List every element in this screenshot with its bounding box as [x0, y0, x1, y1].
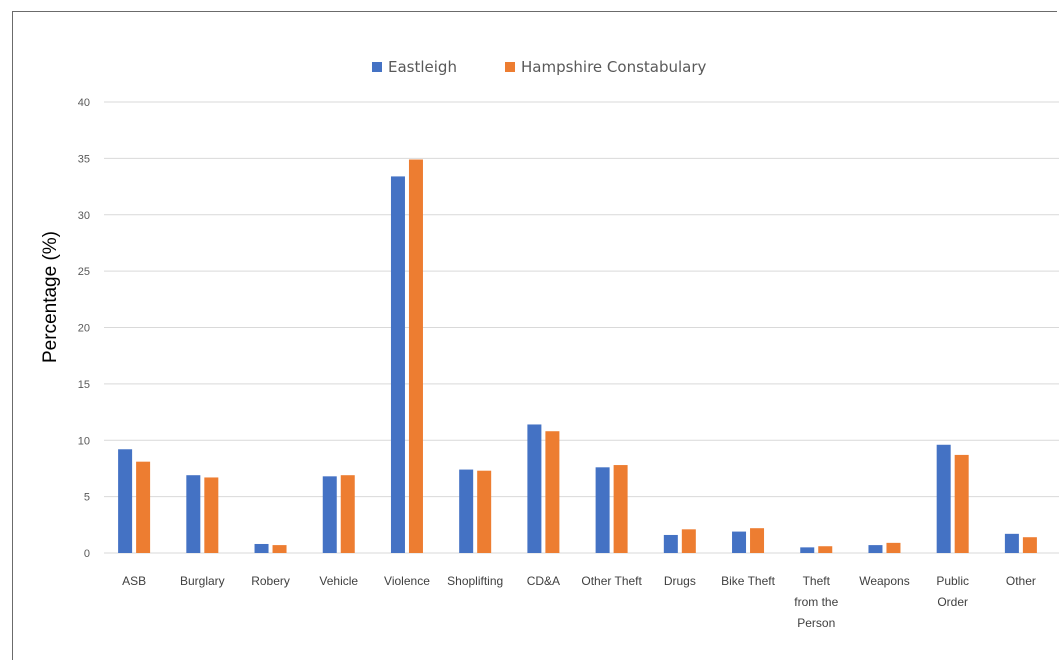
legend-swatch-eastleigh	[372, 62, 382, 72]
y-tick-label: 20	[78, 323, 90, 335]
bar-eastleigh	[322, 476, 337, 553]
bar-eastleigh	[800, 547, 815, 553]
y-tick-label: 10	[78, 435, 90, 447]
y-tick-label: 0	[84, 548, 90, 560]
bar-eastleigh	[459, 469, 474, 553]
bar-eastleigh	[663, 534, 678, 553]
x-tick-label: Public Order	[936, 574, 969, 609]
bar-hampshire-constabulary	[1022, 537, 1037, 553]
x-tick-label: Bike Theft	[721, 574, 775, 588]
bar-eastleigh	[868, 545, 883, 553]
bar-eastleigh	[595, 467, 610, 553]
y-tick-label: 35	[78, 153, 90, 165]
x-tick-label: Theft from the Person	[794, 574, 838, 630]
bar-eastleigh	[254, 543, 269, 553]
x-tick-label: Other	[1006, 574, 1036, 588]
chart-frame	[12, 11, 1057, 660]
y-axis-ticks: 0 5 10 15 20 25 30 35 40	[78, 97, 90, 560]
bar-hampshire-constabulary	[681, 529, 696, 553]
bar-eastleigh	[390, 176, 405, 554]
x-tick-label: Violence	[384, 574, 430, 588]
y-tick-label: 15	[78, 379, 90, 391]
x-tick-label: CD&A	[527, 574, 560, 588]
bars	[118, 159, 1037, 554]
bar-eastleigh	[1004, 533, 1019, 553]
legend-label-hampshire-constabulary: Hampshire Constabulary	[521, 58, 707, 76]
y-tick-label: 5	[84, 492, 90, 504]
bar-hampshire-constabulary	[408, 159, 423, 553]
bar-hampshire-constabulary	[886, 542, 901, 553]
x-tick-label: Vehicle	[319, 574, 358, 588]
bar-eastleigh	[936, 444, 951, 553]
bar-hampshire-constabulary	[818, 546, 833, 553]
x-tick-label: ASB	[122, 574, 146, 588]
legend: Eastleigh Hampshire Constabulary	[372, 58, 707, 76]
bar-eastleigh	[732, 531, 747, 553]
gridlines	[104, 101, 1059, 554]
legend-label-eastleigh: Eastleigh	[388, 58, 457, 76]
bar-eastleigh	[186, 475, 201, 553]
x-tick-label: Burglary	[180, 574, 225, 588]
bar-hampshire-constabulary	[136, 461, 151, 553]
bar-hampshire-constabulary	[545, 431, 560, 553]
y-tick-label: 25	[78, 266, 90, 278]
bar-hampshire-constabulary	[750, 528, 765, 553]
x-axis-ticks: ASB Burglary Robery Vehicle Violence Shoplift…	[122, 574, 1036, 630]
bar-hampshire-constabulary	[954, 454, 969, 553]
bar-eastleigh	[118, 449, 133, 553]
y-tick-label: 30	[78, 210, 90, 222]
bar-eastleigh	[527, 424, 542, 553]
x-tick-label: Drugs	[664, 574, 696, 588]
y-tick-label: 40	[78, 97, 90, 109]
legend-swatch-hampshire-constabulary	[505, 62, 515, 72]
y-axis-label: Percentage (%)	[40, 231, 61, 363]
bar-hampshire-constabulary	[272, 545, 287, 553]
bar-hampshire-constabulary	[477, 470, 492, 553]
x-tick-label: Shoplifting	[447, 574, 503, 588]
x-tick-label: Other Theft	[581, 574, 642, 588]
bar-hampshire-constabulary	[340, 475, 355, 553]
bar-hampshire-constabulary	[613, 465, 628, 553]
bar-hampshire-constabulary	[204, 477, 219, 553]
x-tick-label: Robery	[251, 574, 290, 588]
x-tick-label: Weapons	[859, 574, 909, 588]
